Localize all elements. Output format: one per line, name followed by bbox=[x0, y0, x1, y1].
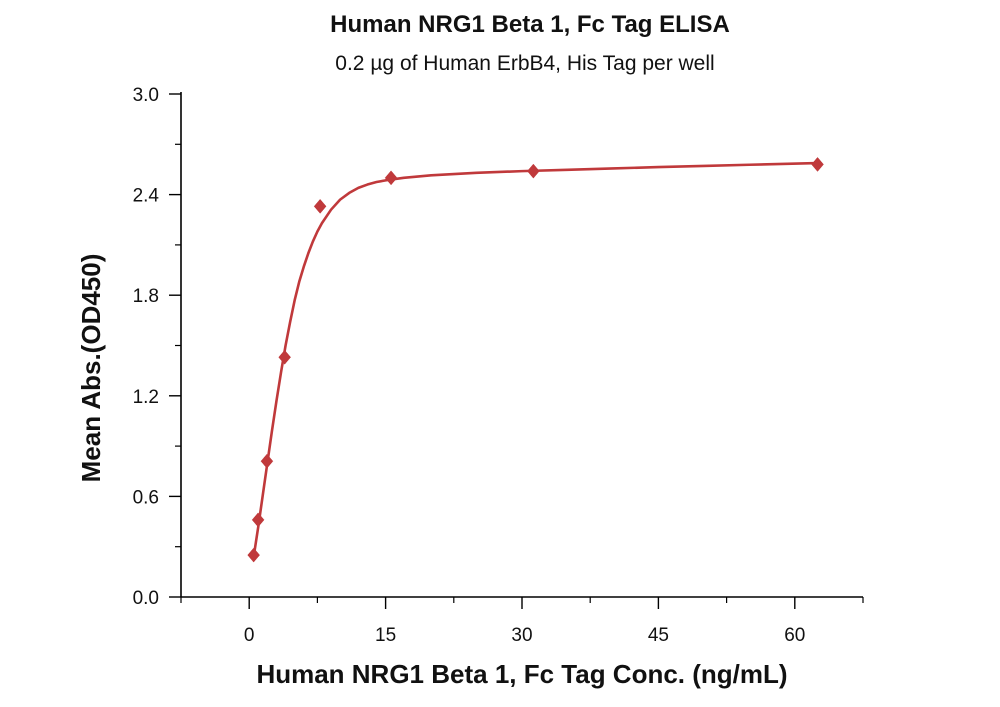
fit-curve-layer bbox=[252, 161, 819, 559]
data-point bbox=[247, 547, 260, 563]
y-tick-label: 1.8 bbox=[133, 286, 159, 307]
x-tick-label: 30 bbox=[511, 625, 532, 646]
x-tick-label: 45 bbox=[648, 625, 669, 646]
x-axis-title: Human NRG1 Beta 1, Fc Tag Conc. (ng/mL) bbox=[256, 659, 787, 689]
chart-subtitle: 0.2 µg of Human ErbB4, His Tag per well bbox=[335, 52, 714, 75]
chart-title: Human NRG1 Beta 1, Fc Tag ELISA bbox=[330, 11, 730, 38]
x-tick-label: 15 bbox=[375, 625, 396, 646]
y-tick-label: 2.4 bbox=[133, 186, 160, 207]
data-points-layer bbox=[247, 157, 824, 563]
data-point bbox=[260, 453, 274, 469]
y-axis-title: Mean Abs.(OD450) bbox=[76, 254, 106, 483]
fit-curve bbox=[252, 161, 819, 559]
y-tick-label: 1.2 bbox=[133, 387, 159, 408]
data-point bbox=[811, 157, 824, 172]
data-point bbox=[278, 349, 291, 365]
y-tick-label: 0.0 bbox=[133, 588, 159, 609]
y-tick-label: 0.6 bbox=[133, 487, 159, 508]
data-point bbox=[251, 512, 265, 528]
data-point bbox=[527, 163, 540, 179]
axes: 0.0 0.6 1.2 1.8 2.4 3.0 0 15 30 45 60 bbox=[133, 85, 864, 646]
x-tick-label: 60 bbox=[784, 625, 805, 646]
x-tick-label: 0 bbox=[244, 625, 255, 646]
data-point bbox=[313, 198, 327, 214]
data-point bbox=[384, 170, 398, 186]
y-tick-label: 3.0 bbox=[133, 85, 159, 106]
